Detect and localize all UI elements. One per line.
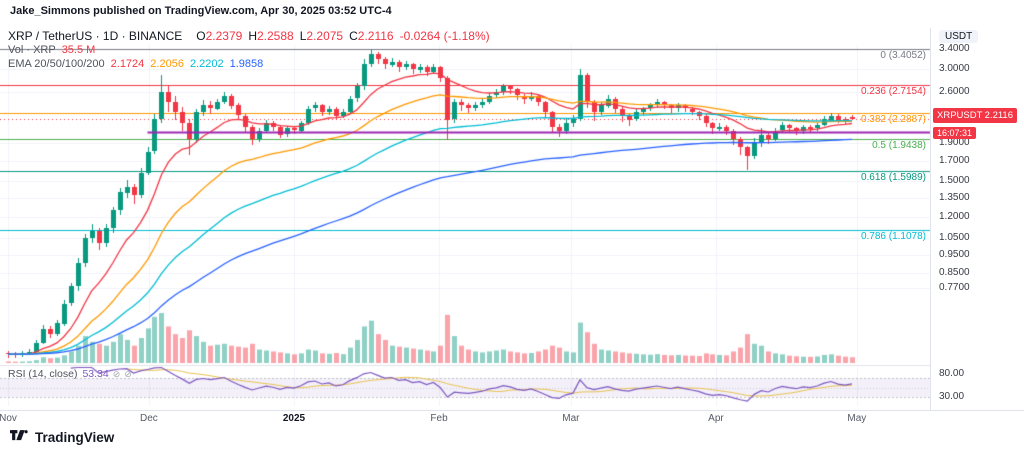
rsi-eye-icon[interactable]: ⊘ <box>112 369 121 379</box>
fib-level-label: 0.236 (2.7154) <box>860 86 926 98</box>
fib-level-label: 0.5 (1.9438) <box>872 140 926 152</box>
fib-level-label: 0 (3.4052) <box>880 50 926 61</box>
ohlc-value: 2.2588 <box>257 29 294 43</box>
time-axis[interactable]: Nov Dec 2025 Feb Mar Apr May <box>0 410 1024 426</box>
ema-values: 2.1724 2.2056 2.2202 1.9858 <box>105 58 264 70</box>
change-value: -0.0264 (-1.18%) <box>399 29 490 43</box>
ohlc-letter: C <box>349 29 358 43</box>
tradingview-logo[interactable]: TradingView <box>10 430 114 445</box>
fib-level-label: 0.618 (1.5989) <box>860 171 926 183</box>
footer-bar: TradingView <box>0 425 1024 453</box>
last-price-badge: XRPUSDT 2.2116 16:07:31 <box>933 107 1017 141</box>
time-axis-label: Feb <box>430 413 448 424</box>
price-tick-label: 0.8500 <box>939 266 970 278</box>
price-tick-label: 1.2000 <box>939 210 970 222</box>
rsi-label: RSI (14, close) <box>8 368 78 380</box>
time-axis-label: Dec <box>139 413 158 424</box>
time-axis-label: May <box>847 413 867 424</box>
ohlc-value: 2.2075 <box>306 29 344 43</box>
ema-value: 2.2202 <box>189 58 224 70</box>
price-axis[interactable]: USDT 3.4000 3.0000 2.6000 1.9000 1.7000 1.500… <box>930 28 1024 410</box>
ema-value: 2.2056 <box>150 58 184 70</box>
candlestick-chart-canvas[interactable] <box>0 45 932 410</box>
ema-legend-row[interactable]: EMA 20/50/100/200 2.1724 2.2056 2.2202 1.985… <box>8 58 263 70</box>
ohlc-value: 2.2116 <box>357 29 394 43</box>
rsi-tick-label: 30.00 <box>939 390 965 402</box>
ohlc-values: O2.2379 H2.2588 L2.2075 C2.2116 <box>190 29 393 43</box>
rsi-value: 53.34 <box>82 368 109 380</box>
ohlc-letter: L <box>299 29 307 43</box>
volume-legend-row[interactable]: Vol · XRP 35.5 M <box>8 44 95 56</box>
time-axis-label: Nov <box>0 413 17 424</box>
rsi-more-icon[interactable]: ⊘ <box>124 369 132 379</box>
price-tick-label: 0.7700 <box>939 282 970 294</box>
time-axis-label: Mar <box>562 413 580 424</box>
badge-symbol: XRPUSDT <box>937 109 983 121</box>
tradingview-logo-text: TradingView <box>35 430 115 445</box>
badge-price: 2.2116 <box>984 109 1013 121</box>
price-tick-label: 1.7000 <box>939 154 970 166</box>
time-axis-label: Apr <box>708 413 724 424</box>
ohlc-letter: O <box>196 29 206 43</box>
price-tick-label: 3.0000 <box>939 63 970 75</box>
fib-level-label: 0.382 (2.2887) <box>860 113 926 125</box>
ema-label: EMA 20/50/100/200 <box>8 58 105 70</box>
ohlc-value: 2.2379 <box>205 29 243 43</box>
rsi-legend-row[interactable]: RSI (14, close) 53.34 ⊘ ⊘ <box>8 368 132 380</box>
rsi-tick-label: 80.00 <box>939 367 965 379</box>
price-tick-label: 3.4000 <box>939 43 970 55</box>
ohlc-letter: H <box>248 29 257 43</box>
tradingview-logo-icon <box>10 430 29 445</box>
price-tick-label: 0.9500 <box>939 248 970 260</box>
axis-currency-label: USDT <box>939 30 979 43</box>
attribution-text: Jake_Simmons published on TradingView.co… <box>10 5 392 17</box>
badge-countdown: 16:07:31 <box>933 126 977 139</box>
volume-label: Vol · XRP <box>8 44 56 56</box>
ema-value: 1.9858 <box>229 58 264 70</box>
price-tick-label: 1.3500 <box>939 192 970 203</box>
symbol-title: XRP / TetherUS · 1D · BINANCE <box>8 29 183 43</box>
time-axis-label: 2025 <box>282 413 306 424</box>
chart-area: XRP / TetherUS · 1D · BINANCE O2.2379 H2.2… <box>0 28 1024 426</box>
fib-level-label: 0.786 (1.1078) <box>860 230 926 242</box>
price-tick-label: 1.9000 <box>939 136 970 148</box>
ema-value: 2.1724 <box>110 58 145 70</box>
price-tick-label: 1.5000 <box>939 175 970 187</box>
volume-value: 35.5 M <box>61 44 96 56</box>
symbol-legend-row[interactable]: XRP / TetherUS · 1D · BINANCE O2.2379 H2.2… <box>8 29 490 43</box>
price-tick-label: 2.6000 <box>939 86 970 98</box>
price-tick-label: 1.0500 <box>939 232 970 244</box>
